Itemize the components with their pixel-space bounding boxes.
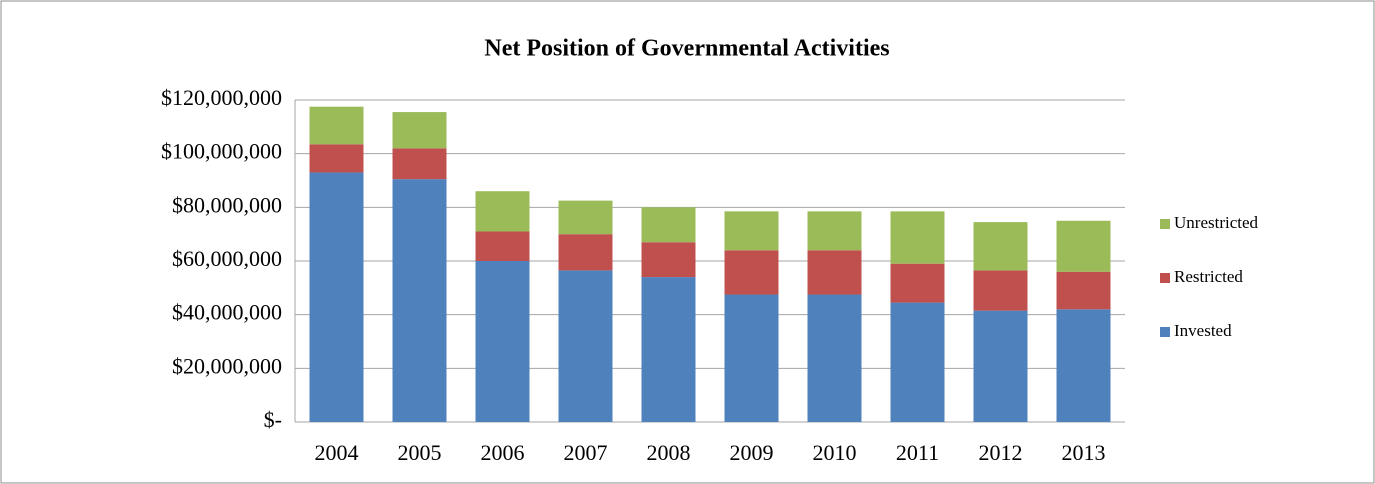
bar-segment (309, 106, 364, 145)
bar-segment (392, 179, 447, 422)
bar-segment (475, 191, 530, 232)
bar-segment (890, 302, 945, 422)
x-tick-label: 2005 (398, 440, 442, 465)
bar-segment (309, 144, 364, 173)
y-tick-label: $60,000,000 (172, 246, 282, 271)
bar-segment (807, 294, 862, 422)
x-tick-label: 2009 (730, 440, 774, 465)
bar-segment (1056, 220, 1111, 272)
x-tick-label: 2011 (896, 440, 939, 465)
legend-swatch (1160, 219, 1170, 229)
legend-swatch (1160, 273, 1170, 283)
bar-segment (807, 211, 862, 251)
bar-segment (558, 234, 613, 271)
bar-segment (641, 207, 696, 243)
bar-segment (973, 270, 1028, 311)
bar-segment (1056, 309, 1111, 422)
bar-segment (890, 263, 945, 303)
bar-segment (1056, 271, 1111, 310)
legend-label: Invested (1174, 321, 1232, 340)
x-tick-label: 2012 (979, 440, 1023, 465)
bar-segment (724, 250, 779, 295)
y-tick-label: $100,000,000 (161, 139, 282, 164)
bar-segment (392, 112, 447, 149)
x-tick-label: 2008 (647, 440, 691, 465)
bar-segment (475, 231, 530, 261)
y-tick-label: $80,000,000 (172, 192, 282, 217)
y-tick-label: $20,000,000 (172, 353, 282, 378)
bar-segment (309, 172, 364, 422)
x-tick-label: 2010 (813, 440, 857, 465)
bar-segment (973, 310, 1028, 422)
bar-segment (641, 242, 696, 278)
x-tick-label: 2013 (1062, 440, 1106, 465)
y-tick-label: $- (264, 407, 282, 432)
x-tick-label: 2006 (481, 440, 525, 465)
legend-swatch (1160, 327, 1170, 337)
y-tick-label: $120,000,000 (161, 85, 282, 110)
x-tick-label: 2004 (315, 440, 359, 465)
legend-label: Unrestricted (1174, 213, 1259, 232)
y-tick-label: $40,000,000 (172, 300, 282, 325)
bar-segment (890, 211, 945, 264)
bar-segment (558, 270, 613, 422)
bar-segment (973, 222, 1028, 271)
bar-segment (724, 211, 779, 251)
bar-segment (558, 200, 613, 235)
bar-segment (724, 294, 779, 422)
bar-segment (392, 148, 447, 180)
bar-segment (475, 261, 530, 422)
legend-label: Restricted (1174, 267, 1243, 286)
chart-title: Net Position of Governmental Activities (484, 36, 889, 62)
x-tick-label: 2007 (564, 440, 608, 465)
bar-segment (807, 250, 862, 295)
bar-segment (641, 277, 696, 422)
